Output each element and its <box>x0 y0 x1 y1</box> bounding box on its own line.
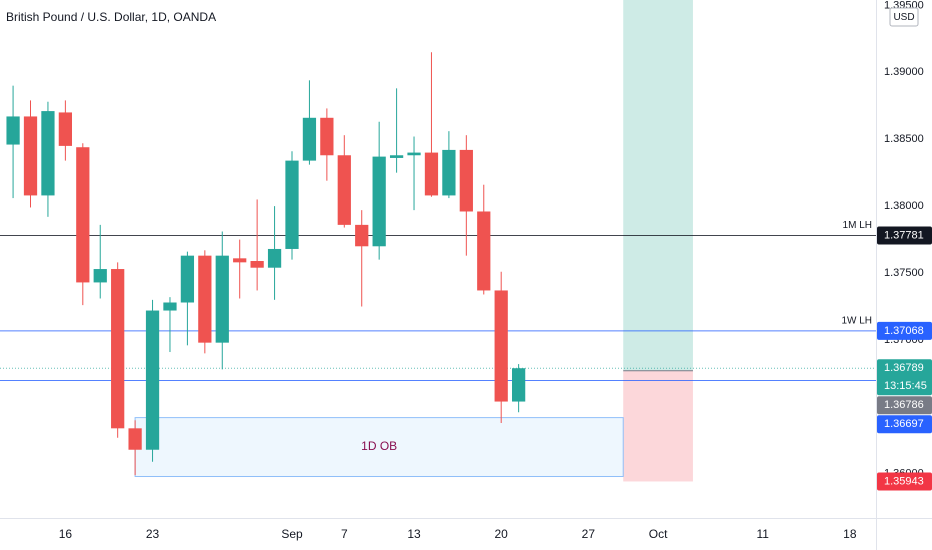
candle-body <box>111 269 125 429</box>
price-badge-label: 1.35943 <box>884 475 924 487</box>
candle-body <box>407 152 421 156</box>
candle-body <box>302 117 317 161</box>
candle-body <box>459 149 473 212</box>
price-badge <box>877 226 932 245</box>
candle-body <box>145 310 160 450</box>
order-block <box>134 417 624 478</box>
price-badge <box>877 396 932 415</box>
x-tick-label: 7 <box>341 527 348 541</box>
position-stop-zone <box>623 370 693 482</box>
candle-body <box>494 290 508 402</box>
candle-body <box>58 112 72 146</box>
x-tick-label: 13 <box>407 527 421 541</box>
x-tick-label: Sep <box>281 527 303 541</box>
candle-body <box>477 211 491 291</box>
countdown-label: 13:15:45 <box>884 380 927 392</box>
candle-body <box>285 160 299 249</box>
price-badge <box>877 359 932 396</box>
plot-area: 1D OB 1M LH 1W LH <box>0 0 876 482</box>
candle-body <box>128 428 142 450</box>
candle-body <box>76 147 90 283</box>
candle-body <box>337 155 351 225</box>
x-tick-label: Oct <box>649 527 668 541</box>
x-tick-label: 20 <box>495 527 509 541</box>
candle-body <box>163 302 177 311</box>
x-tick-label: 23 <box>146 527 160 541</box>
candle-body <box>6 116 20 145</box>
candle-body <box>233 258 247 263</box>
price-badge <box>877 472 932 491</box>
y-tick-label: 1.39500 <box>884 0 924 11</box>
price-badge <box>877 415 932 434</box>
order-block-label: 1D OB <box>361 439 397 453</box>
candle-body <box>372 156 386 247</box>
x-tick-label: 16 <box>59 527 73 541</box>
x-tick-label: 11 <box>756 527 769 541</box>
candle-body <box>442 149 456 196</box>
price-badge-label: 1.37781 <box>884 229 924 241</box>
y-tick-label: 1.38500 <box>884 133 924 145</box>
price-badge-label: 1.37068 <box>884 325 924 337</box>
currency-box <box>889 7 919 27</box>
x-tick-label: 27 <box>582 527 596 541</box>
candle-body <box>267 248 282 268</box>
position-target-zone <box>623 0 693 371</box>
y-tick-label: 1.37500 <box>884 267 924 279</box>
candle-body <box>215 255 229 343</box>
candle-body <box>23 116 38 196</box>
level-label: 1M LH <box>843 220 872 231</box>
candle-body <box>320 117 334 156</box>
price-badge-label: 1.36697 <box>884 418 924 430</box>
candle-body <box>93 269 107 283</box>
chart-title: British Pound / U.S. Dollar, 1D, OANDA <box>6 10 216 24</box>
price-badge-label: 1.36786 <box>884 399 924 411</box>
currency-label: USD <box>893 12 914 23</box>
y-tick-label: 1.39000 <box>884 66 924 78</box>
candle-body <box>389 155 404 158</box>
x-tick-label: 18 <box>843 527 857 541</box>
candle-body <box>512 368 526 402</box>
y-tick-label: 1.38000 <box>884 200 924 212</box>
candle-body <box>180 255 195 303</box>
price-badge <box>877 321 932 340</box>
candle-body <box>355 224 369 247</box>
level-label: 1W LH <box>841 316 872 327</box>
candle-body <box>41 111 55 196</box>
candle-body <box>250 261 264 268</box>
price-badge-label: 1.36789 <box>884 362 924 374</box>
candle-body <box>198 255 212 343</box>
candle-body <box>424 152 439 196</box>
